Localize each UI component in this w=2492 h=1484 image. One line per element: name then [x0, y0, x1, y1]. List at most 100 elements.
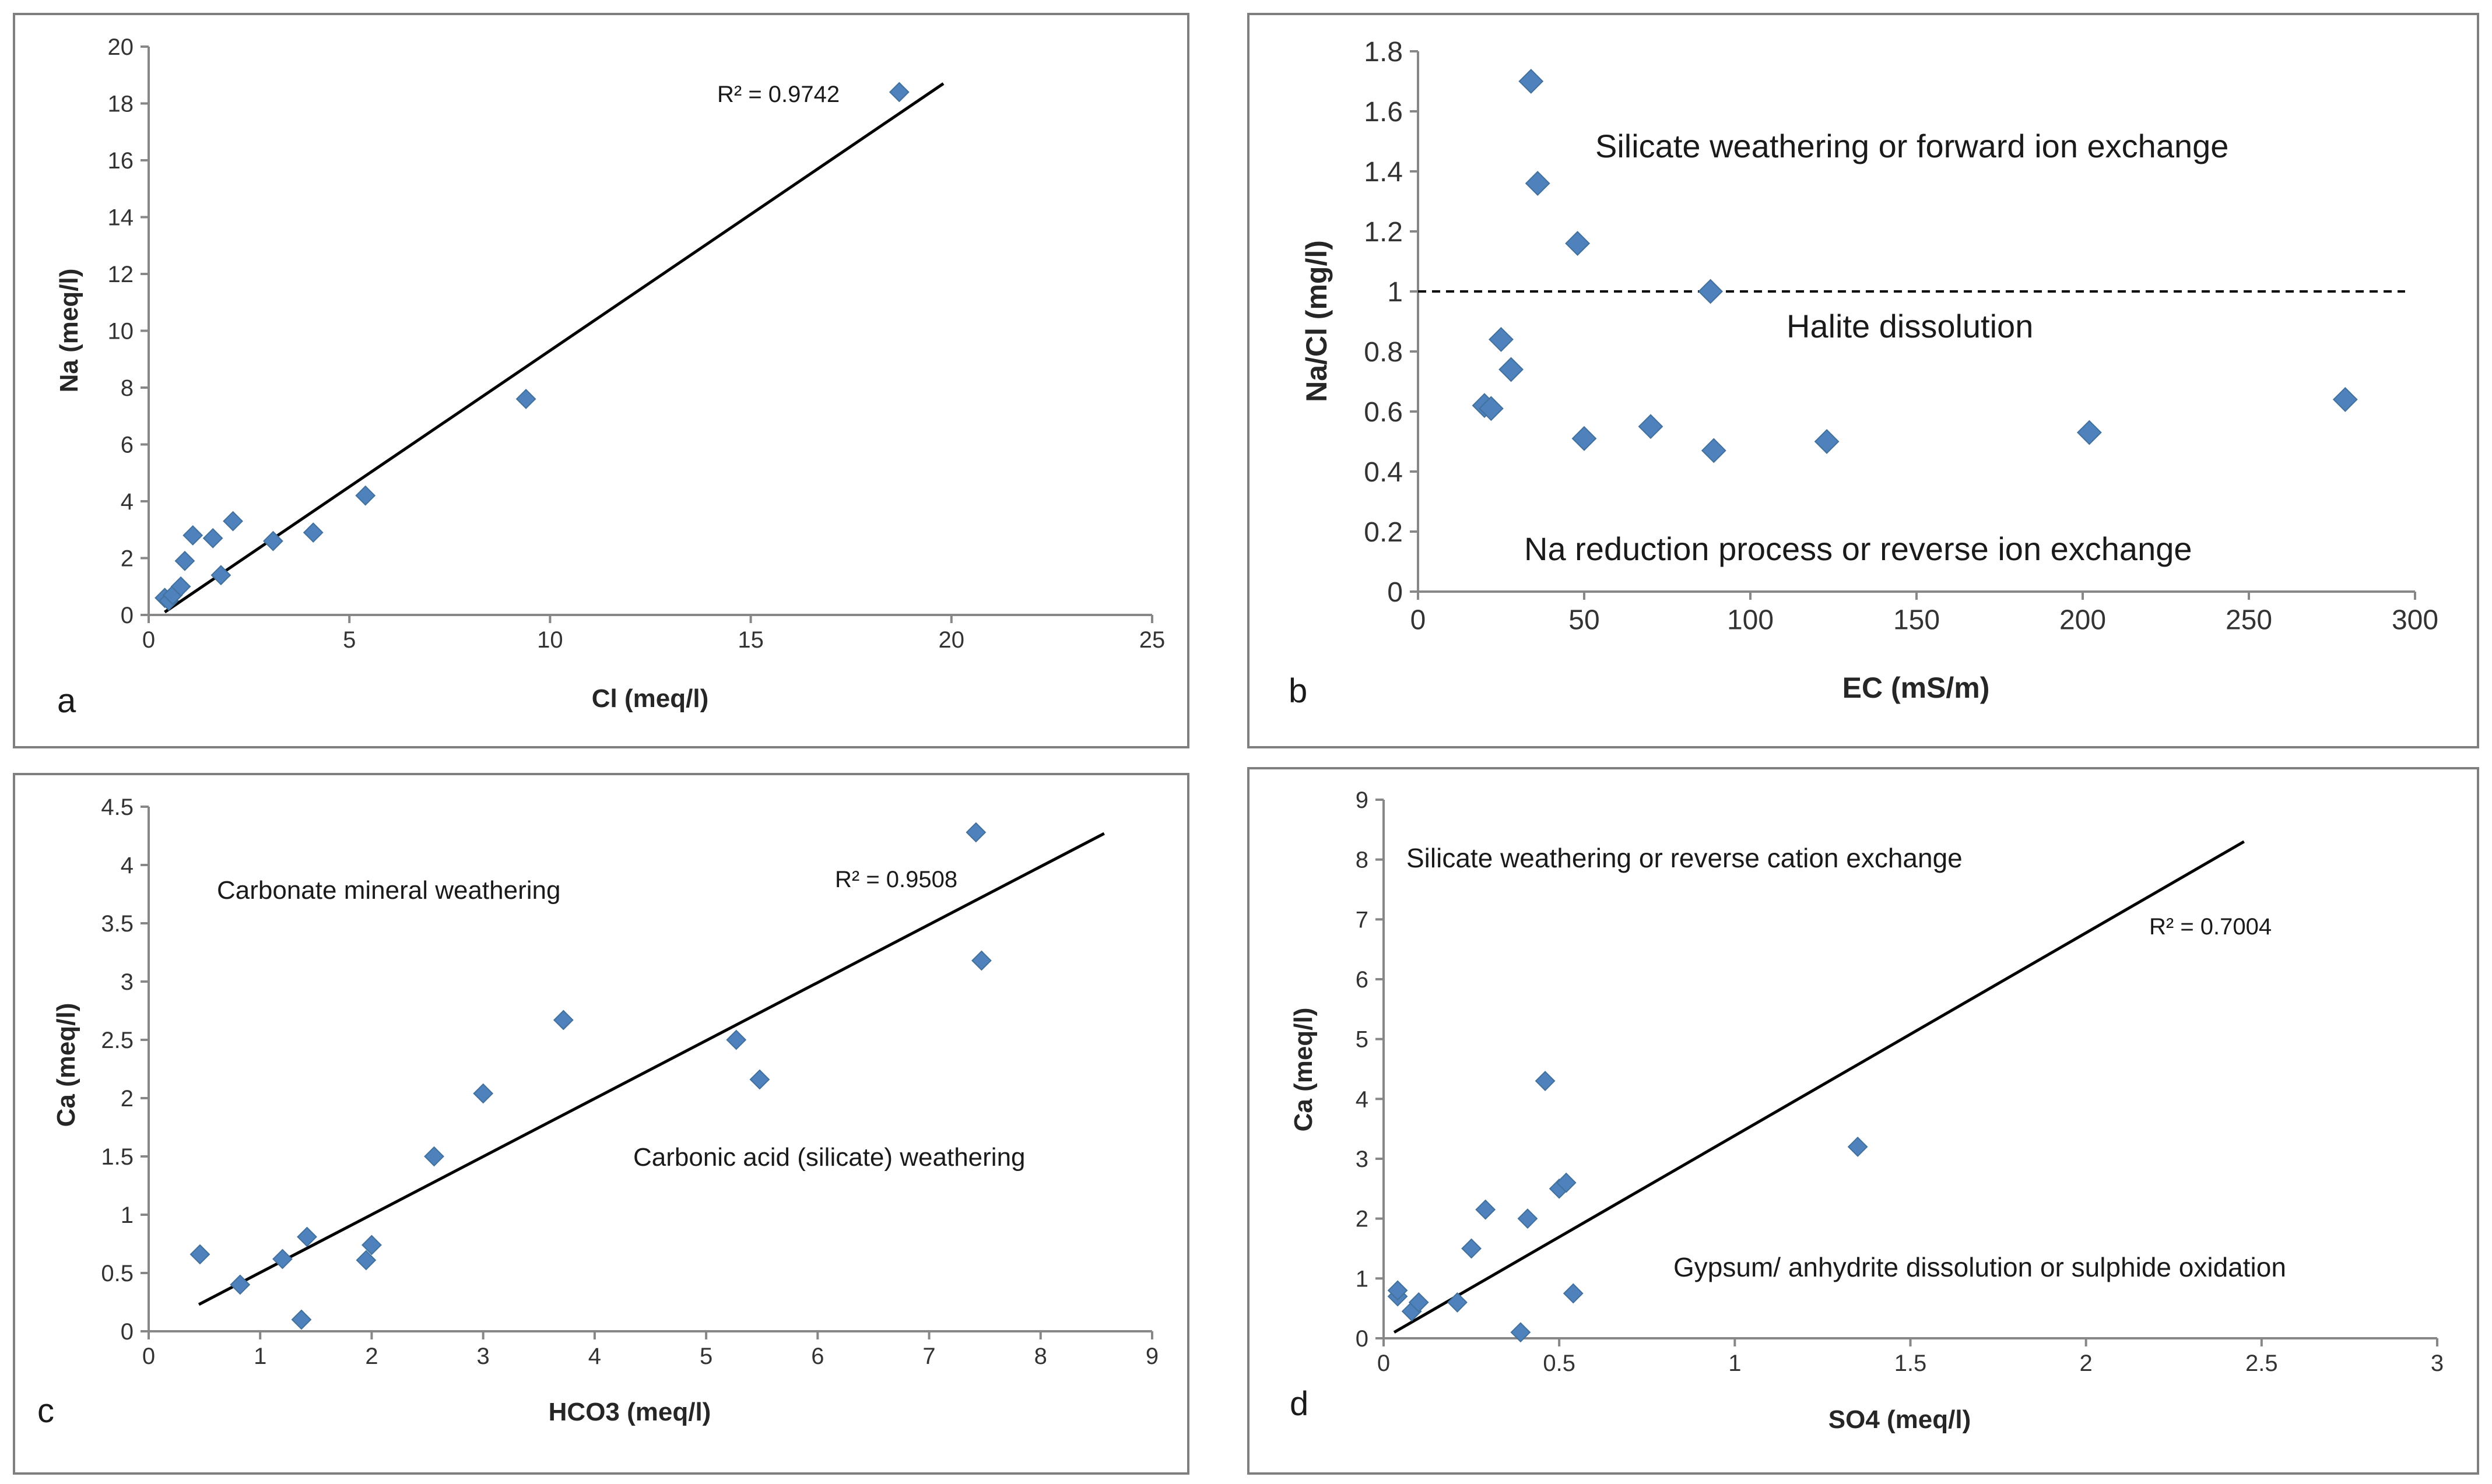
panel-c-x-tick-label: 6 — [811, 1344, 824, 1369]
panel-a-x-tick-label: 10 — [537, 627, 563, 653]
panel-c-x-tick-label: 0 — [142, 1344, 155, 1369]
panel-d-y-tick-label: 8 — [1356, 848, 1368, 873]
panel-b-data-point — [1571, 425, 1597, 451]
panel-a-data-point — [355, 485, 376, 506]
panel-c-ticks: 0 1 2 3 4 5 6 7 8 9 0 0.5 1 1.5 2 2.5 3 3.5 4 4.5 — [101, 794, 1159, 1369]
panel-d-data-point — [1847, 1137, 1868, 1157]
panel-c-y-tick-label: 0.5 — [101, 1261, 134, 1286]
panel-d-x-tick-label: 0.5 — [1543, 1351, 1575, 1376]
panel-c-x-axis-title: HCO3 (meq/l) — [549, 1398, 711, 1426]
panel-a-y-tick-label: 16 — [108, 148, 134, 174]
panel-c-y-tick-label: 2.5 — [101, 1028, 134, 1053]
panel-d-x-tick-label: 2.5 — [2245, 1351, 2278, 1376]
panel-c-data-point — [971, 950, 992, 971]
panel-d-ticks: 0 0.5 1 1.5 2 2.5 3 0 1 2 3 4 5 6 7 8 9 — [1356, 787, 2444, 1376]
panel-a-y-tick-label: 14 — [108, 205, 134, 231]
panel-b-x-tick-label: 200 — [2059, 604, 2106, 635]
panel-c-data-point — [291, 1309, 312, 1330]
panel-b-y-tick-label: 1.2 — [1364, 217, 1403, 248]
panel-d-trendline — [1393, 840, 2245, 1334]
panel-a-x-axis-title: Cl (meq/l) — [592, 684, 708, 713]
panel-b-data-point — [1478, 396, 1504, 421]
panel-d-chart: 0 0.5 1 1.5 2 2.5 3 0 1 2 3 4 5 6 7 8 9 SO4 (meq/l) Ca (… — [1289, 787, 2444, 1434]
panel-a-frame — [13, 13, 1189, 748]
panel-c-data-point — [424, 1146, 444, 1167]
panel-c-annotation-carbonic-acid: Carbonic acid (silicate) weathering — [633, 1143, 1026, 1172]
panel-d-y-tick-label: 3 — [1356, 1147, 1368, 1172]
panel-a-y-tick-label: 20 — [108, 34, 134, 60]
panel-c-chart: 0 1 2 3 4 5 6 7 8 9 0 0.5 1 1.5 2 2.5 3 3.5 4 4.5 HCO3 (meq… — [37, 794, 1159, 1430]
panel-a-data-point — [182, 525, 203, 546]
panel-b-y-axis-title: Na/Cl (mg/l) — [1300, 240, 1333, 402]
panel-b-y-tick-label: 1 — [1387, 277, 1403, 308]
panel-b-y-tick-label: 0.6 — [1364, 397, 1403, 428]
panel-c-x-tick-label: 4 — [588, 1344, 601, 1369]
panel-b-x-tick-label: 100 — [1727, 604, 1774, 635]
panel-a-data-point — [223, 511, 243, 532]
panel-c-y-tick-label: 4 — [121, 853, 134, 878]
panel-d-data-point — [1563, 1283, 1584, 1304]
panel-c-x-tick-label: 7 — [922, 1344, 935, 1369]
panel-c-data-point — [189, 1244, 210, 1265]
panel-b-data-point — [1518, 69, 1544, 94]
panel-b-x-tick-label: 250 — [2226, 604, 2272, 635]
panel-b-data-point — [2076, 420, 2102, 445]
panel-d-data-point — [1408, 1292, 1429, 1313]
panel-c-y-tick-label: 2 — [121, 1086, 134, 1112]
panel-d-x-tick-label: 1.5 — [1894, 1351, 1927, 1376]
panel-c-data-point — [356, 1250, 377, 1271]
panel-d-x-axis-title: SO4 (meq/l) — [1828, 1405, 1971, 1434]
panel-b-x-tick-label: 150 — [1893, 604, 1940, 635]
panel-c-y-tick-label: 3 — [121, 969, 134, 995]
panel-d-y-tick-label: 0 — [1356, 1326, 1368, 1352]
panel-b-x-tick-label: 300 — [2392, 604, 2438, 635]
panel-b-y-tick-label: 0.8 — [1364, 337, 1403, 368]
panel-a-data-point — [202, 528, 223, 548]
panel-a-y-tick-label: 18 — [108, 92, 134, 117]
panel-b-x-tick-label: 0 — [1410, 604, 1426, 635]
panel-d-x-tick-label: 2 — [2080, 1351, 2093, 1376]
panel-a-chart: 0 5 10 15 20 25 0 2 4 6 8 10 12 14 16 18 20 Cl (meq/l) N… — [55, 34, 1165, 720]
panel-b-annotation-na-reduction: Na reduction process or reverse ion exch… — [1524, 530, 2192, 567]
panel-d-x-tick-label: 3 — [2431, 1351, 2444, 1376]
panel-c-y-axis-title: Ca (meq/l) — [52, 1003, 80, 1127]
panel-c-y-tick-label: 3.5 — [101, 911, 134, 937]
panel-d-data-point — [1461, 1238, 1482, 1259]
panel-a-y-tick-label: 0 — [121, 603, 134, 628]
panel-b-data-point — [1638, 414, 1663, 439]
panel-d-data-point — [1517, 1208, 1538, 1229]
panel-d-frame — [1247, 767, 2479, 1475]
panel-d-data-point — [1535, 1071, 1556, 1091]
panel-a-data-point — [174, 550, 195, 571]
panel-c-data-point — [361, 1235, 382, 1256]
panel-b-data-point — [1498, 357, 1524, 382]
panel-c-data-point — [553, 1010, 574, 1031]
panel-a-r-squared: R² = 0.9742 — [717, 82, 840, 107]
panel-b-frame — [1247, 13, 2479, 748]
panel-b-data-point — [1814, 429, 1840, 454]
panel-d-letter: d — [1290, 1385, 1308, 1423]
panel-a-trendline — [164, 82, 945, 614]
panel-b-points — [1472, 69, 2358, 463]
panel-b-ticks: 0 50 100 150 200 250 300 0 0.2 0.4 0.6 0.8 1 1.2 1.4 1.… — [1364, 37, 2438, 636]
panel-d-data-point — [1510, 1322, 1531, 1343]
panel-d-y-tick-label: 1 — [1356, 1266, 1368, 1292]
panel-c-letter: c — [37, 1392, 54, 1430]
panel-b-x-tick-label: 50 — [1568, 604, 1599, 635]
panel-c-data-point — [297, 1226, 317, 1247]
panel-c-data-point — [272, 1249, 293, 1270]
panel-a-data-point — [210, 565, 231, 586]
panel-a-data-point — [262, 530, 283, 551]
panel-b-y-tick-label: 0.4 — [1364, 457, 1403, 488]
panel-d-points — [1387, 1071, 1868, 1343]
panel-a-y-tick-label: 4 — [121, 489, 134, 515]
panel-c-data-point — [230, 1274, 251, 1295]
panel-a-y-tick-label: 2 — [121, 546, 134, 572]
panel-b-y-tick-label: 0 — [1387, 577, 1403, 608]
panel-b-data-point — [1489, 326, 1514, 352]
panel-d-data-point — [1475, 1199, 1496, 1220]
panel-d-annotation-silicate: Silicate weathering or reverse cation ex… — [1406, 843, 1963, 873]
panel-d-data-point — [1556, 1172, 1577, 1193]
panel-b-letter: b — [1289, 672, 1307, 710]
